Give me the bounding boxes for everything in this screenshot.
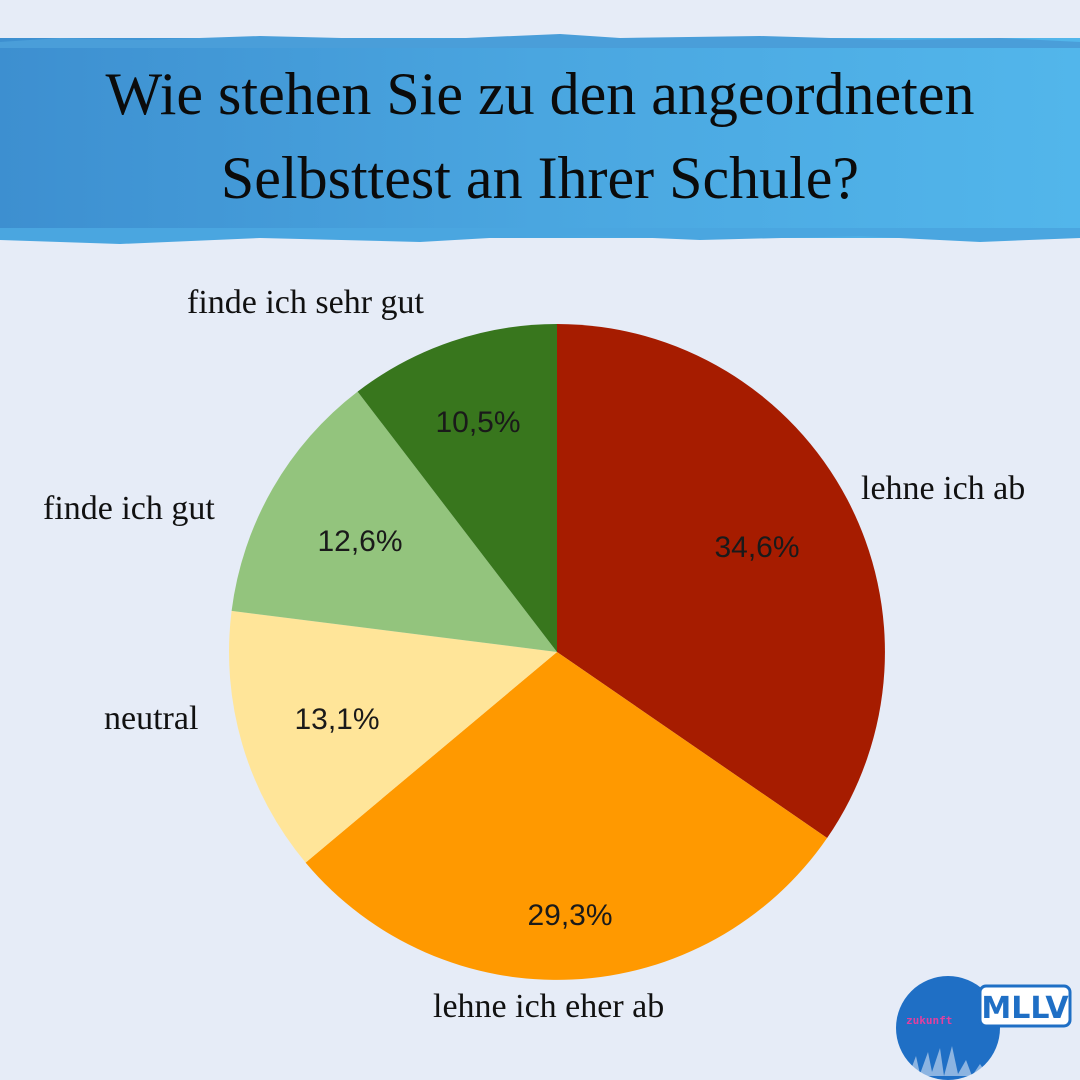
pct-finde-ich-sehr-gut: 10,5%: [435, 406, 520, 439]
pct-finde-ich-gut: 12,6%: [317, 525, 402, 558]
banner-brush-edge-top: [0, 34, 1080, 48]
slice-finde-ich-sehr-gut: [357, 324, 557, 652]
label-lehne-ich-eher-ab: lehne ich eher ab: [433, 988, 665, 1025]
label-neutral: neutral: [104, 700, 199, 737]
banner-brush-edge-bottom: [0, 228, 1080, 244]
slice-finde-ich-gut: [231, 391, 557, 652]
mllv-logo: zukunft MLLV: [896, 976, 1072, 1080]
skyline-icon: [902, 1046, 988, 1076]
title-banner: [0, 38, 1080, 238]
title-line-1: Wie stehen Sie zu den angeordneten: [105, 61, 975, 127]
title-line-2: Selbsttest an Ihrer Schule?: [220, 145, 860, 211]
label-lehne-ich-ab: lehne ich ab: [861, 470, 1026, 507]
label-finde-ich-sehr-gut: finde ich sehr gut: [187, 284, 424, 321]
logo-circle: [896, 976, 1000, 1080]
slice-neutral: [229, 610, 557, 863]
logo-brand: MLLV: [981, 991, 1069, 1026]
page-title: Wie stehen Sie zu den angeordneten Selbs…: [0, 52, 1080, 220]
label-finde-ich-gut: finde ich gut: [43, 490, 215, 527]
pct-neutral: 13,1%: [294, 703, 379, 736]
slice-lehne-ich-ab: [557, 324, 885, 838]
logo-word: zukunft: [906, 1014, 952, 1027]
pct-lehne-ich-eher-ab: 29,3%: [527, 899, 612, 932]
logo-badge: [978, 984, 1072, 1028]
pct-lehne-ich-ab: 34,6%: [714, 531, 799, 564]
slice-lehne-ich-eher-ab: [305, 652, 828, 980]
